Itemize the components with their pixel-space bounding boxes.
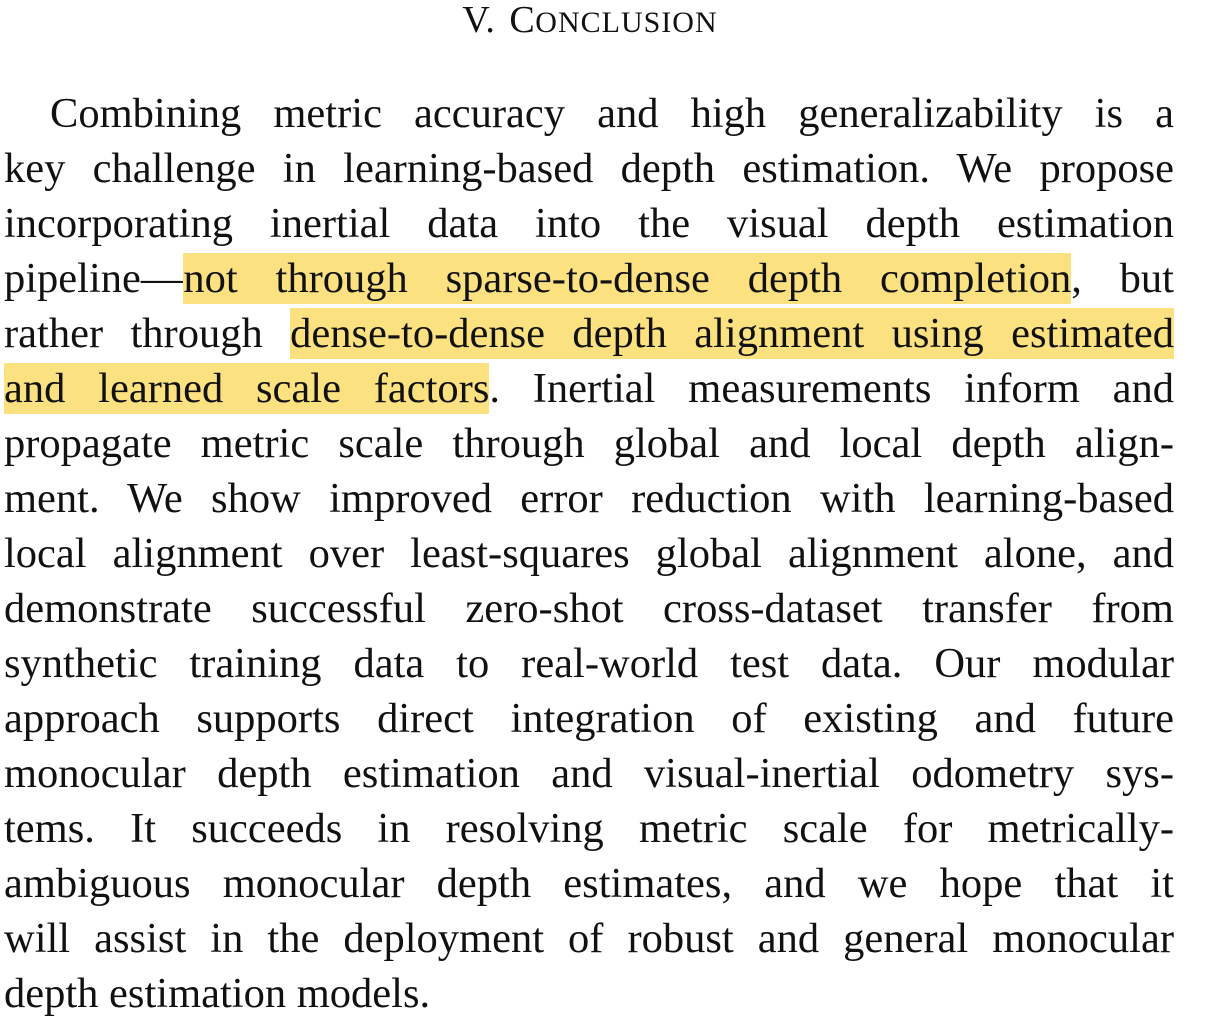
paragraph-line: will assist in the deployment of robust … [4, 915, 1174, 962]
paragraph-line: monocular depth estimation and visual-in… [4, 750, 1174, 797]
section-title-rest: ONCLUSION [535, 6, 718, 39]
paragraph-line: ambiguous monocular depth estimates, and… [4, 860, 1174, 907]
paragraph-line: and learned scale factors. Inertial meas… [4, 361, 1174, 416]
highlighted-text[interactable]: not through sparse-to-dense depth comple… [183, 253, 1072, 304]
line-text: rather through [4, 310, 291, 357]
paragraph-line: local alignment over least-squares globa… [4, 530, 1174, 577]
line-text: , but [1071, 255, 1174, 302]
section-number: V. [462, 0, 496, 41]
paragraph-line: depth estimation models. [4, 970, 431, 1017]
section-heading: V. CONCLUSION [0, 0, 1180, 49]
paragraph-line: tems. It succeeds in resolving metric sc… [4, 805, 1174, 852]
paragraph-line: synthetic training data to real-world te… [4, 640, 1174, 687]
highlighted-text[interactable]: dense-to-dense depth alignment using est… [290, 308, 1174, 359]
paragraph-line: rather through dense-to-dense depth alig… [4, 306, 1174, 361]
paragraph-line: incorporating inertial data into the vis… [4, 200, 1174, 247]
line-text: pipeline— [4, 255, 184, 302]
paragraph-line: pipeline—not through sparse-to-dense dep… [4, 251, 1174, 306]
highlighted-text[interactable]: and learned scale factors [4, 363, 490, 414]
line-text: . Inertial measurements inform and [489, 365, 1174, 412]
conclusion-paragraph: Combining metric accuracy and high gener… [4, 86, 1174, 1021]
paragraph-line: key challenge in learning-based depth es… [4, 145, 1174, 192]
paragraph-line: propagate metric scale through global an… [4, 420, 1174, 467]
section-title-initial: C [509, 0, 536, 41]
paragraph-line: demonstrate successful zero-shot cross-d… [4, 585, 1174, 632]
paragraph-line: ment. We show improved error reduction w… [4, 475, 1174, 522]
paragraph-line: approach supports direct integration of … [4, 695, 1174, 742]
paragraph-line: Combining metric accuracy and high gener… [50, 90, 1174, 137]
